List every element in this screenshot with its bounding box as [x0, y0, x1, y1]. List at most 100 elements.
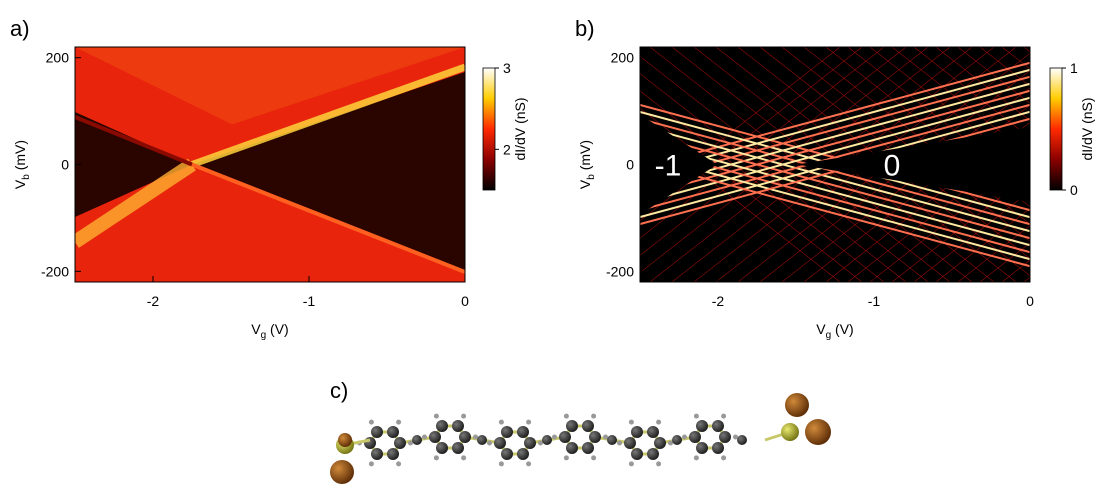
- carbon: [477, 435, 487, 445]
- carbon: [566, 420, 578, 432]
- y-tick-label: 200: [611, 50, 635, 66]
- hydrogen: [552, 435, 557, 440]
- carbon: [712, 442, 724, 454]
- y-tick-label: 0: [61, 157, 69, 173]
- carbon: [689, 431, 701, 443]
- carbon: [371, 426, 383, 438]
- hydrogen: [434, 414, 439, 419]
- y-tick-label: -200: [606, 263, 634, 279]
- carbon: [429, 431, 441, 443]
- hydrogen: [396, 461, 401, 466]
- axis-label-unit: (V): [266, 321, 289, 337]
- carbon: [582, 442, 594, 454]
- region-annotation: -1: [655, 150, 682, 183]
- panel-label: b): [575, 16, 595, 41]
- hydrogen: [396, 420, 401, 425]
- hydrogen: [422, 435, 427, 440]
- x-tick-label: -1: [303, 293, 316, 309]
- heatmap-faint-line: [1024, 47, 1118, 282]
- sulfur: [781, 423, 799, 441]
- heatmap-faint-line: [1112, 47, 1118, 282]
- hydrogen: [461, 455, 466, 460]
- hydrogen: [499, 461, 504, 466]
- hydrogen: [461, 414, 466, 419]
- axis-label: Vg (V): [251, 321, 288, 341]
- y-tick-label: 0: [626, 157, 634, 173]
- carbon: [501, 426, 513, 438]
- hydrogen: [656, 420, 661, 425]
- hydrogen: [526, 461, 531, 466]
- axis-label-unit: (mV): [577, 140, 593, 174]
- y-tick-label: 200: [46, 50, 70, 66]
- carbon: [371, 448, 383, 460]
- heatmap: [75, 47, 465, 282]
- carbon: [624, 437, 636, 449]
- carbon: [501, 448, 513, 460]
- carbon: [517, 426, 529, 438]
- hydrogen: [499, 420, 504, 425]
- carbon: [566, 442, 578, 454]
- axis-label: Vb (mV): [12, 140, 32, 189]
- colorbar-label: dI/dV (nS): [512, 97, 528, 160]
- hydrogen: [721, 414, 726, 419]
- hydrogen: [564, 455, 569, 460]
- carbon: [364, 437, 376, 449]
- carbon: [737, 435, 747, 445]
- hydrogen: [617, 441, 622, 446]
- heatmap-faint-line: [1090, 47, 1118, 282]
- hydrogen: [694, 414, 699, 419]
- x-tick-label: -1: [868, 293, 881, 309]
- colorbar: [1050, 68, 1062, 190]
- heatmap-faint-line: [1068, 47, 1118, 282]
- carbon: [582, 420, 594, 432]
- carbon: [712, 420, 724, 432]
- carbon: [631, 448, 643, 460]
- hydrogen: [369, 420, 374, 425]
- axis-label-unit: (mV): [12, 140, 28, 174]
- hydrogen: [526, 420, 531, 425]
- colorbar-tick-label: 3: [503, 60, 511, 76]
- x-tick-label: 0: [461, 293, 469, 309]
- carbon: [589, 431, 601, 443]
- colorbar-label: dI/dV (nS): [1079, 97, 1095, 160]
- heatmap-faint-line: [1024, 47, 1118, 282]
- hydrogen: [656, 461, 661, 466]
- carbon: [436, 442, 448, 454]
- hydrogen: [434, 455, 439, 460]
- carbon: [524, 437, 536, 449]
- hydrogen: [694, 455, 699, 460]
- hydrogen: [682, 435, 687, 440]
- hydrogen: [721, 455, 726, 460]
- carbon: [631, 426, 643, 438]
- carbon: [696, 420, 708, 432]
- carbon: [387, 448, 399, 460]
- hydrogen: [591, 414, 596, 419]
- carbon: [672, 435, 682, 445]
- carbon: [494, 437, 506, 449]
- carbon: [459, 431, 471, 443]
- hydrogen: [591, 455, 596, 460]
- heatmap: [357, 29, 1118, 301]
- gold: [330, 460, 354, 484]
- carbon: [719, 431, 731, 443]
- figure: c) -2-102000-200Vg (V)Vb (mV)a)32dI/dV (…: [0, 0, 1118, 487]
- y-tick-label: -200: [41, 263, 69, 279]
- hydrogen: [487, 441, 492, 446]
- carbon: [647, 426, 659, 438]
- panel-label: a): [10, 16, 30, 41]
- panel-label: c): [330, 378, 348, 403]
- x-tick-label: -2: [147, 293, 160, 309]
- carbon: [412, 435, 422, 445]
- colorbar-tick-label: 2: [503, 141, 511, 157]
- carbon: [542, 435, 552, 445]
- heatmap-faint-line: [1068, 47, 1118, 282]
- carbon: [394, 437, 406, 449]
- hydrogen: [369, 461, 374, 466]
- molecule-illustration: [330, 393, 831, 484]
- gold: [805, 419, 831, 445]
- gold: [338, 433, 352, 447]
- hydrogen: [564, 414, 569, 419]
- heatmap-faint-line: [1090, 47, 1118, 282]
- region-annotation: 0: [884, 150, 901, 183]
- gold: [785, 393, 809, 417]
